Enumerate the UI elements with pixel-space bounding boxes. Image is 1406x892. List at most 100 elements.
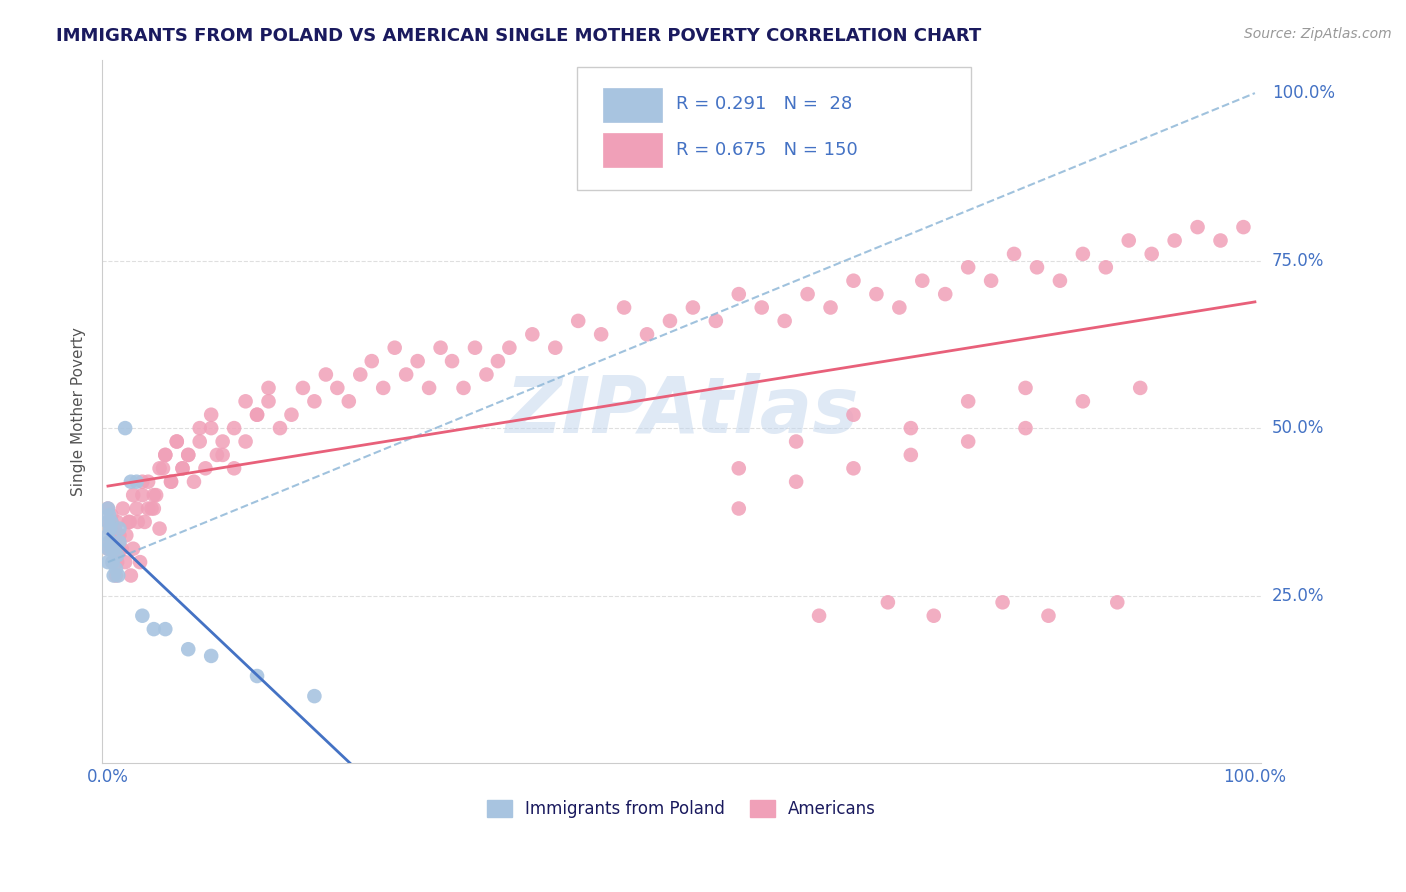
Point bbox=[166, 434, 188, 449]
Point bbox=[1163, 234, 1185, 248]
Point bbox=[103, 528, 125, 542]
Point bbox=[98, 508, 121, 523]
Point bbox=[475, 368, 498, 382]
Point bbox=[104, 568, 127, 582]
Point bbox=[337, 394, 360, 409]
Point bbox=[141, 501, 163, 516]
Point bbox=[97, 501, 120, 516]
Legend: Immigrants from Poland, Americans: Immigrants from Poland, Americans bbox=[479, 794, 883, 825]
Point bbox=[613, 301, 636, 315]
Point bbox=[108, 535, 131, 549]
Point bbox=[957, 394, 980, 409]
Point bbox=[211, 448, 233, 462]
Point bbox=[97, 528, 120, 542]
Point bbox=[224, 421, 246, 435]
Point bbox=[235, 394, 257, 409]
Point bbox=[842, 408, 865, 422]
Point bbox=[257, 394, 280, 409]
Point bbox=[395, 368, 418, 382]
Point bbox=[727, 501, 749, 516]
Point bbox=[304, 689, 326, 703]
Point bbox=[97, 515, 120, 529]
Point bbox=[326, 381, 349, 395]
Point bbox=[142, 622, 165, 636]
Point bbox=[105, 555, 128, 569]
Point bbox=[200, 648, 222, 663]
Point bbox=[1118, 234, 1140, 248]
FancyBboxPatch shape bbox=[603, 87, 662, 121]
Point bbox=[183, 475, 205, 489]
Point bbox=[145, 488, 167, 502]
Point bbox=[115, 528, 138, 542]
Point bbox=[172, 461, 194, 475]
Point bbox=[441, 354, 464, 368]
Point bbox=[98, 535, 121, 549]
Point bbox=[160, 475, 183, 489]
Point bbox=[129, 555, 152, 569]
Point bbox=[97, 501, 120, 516]
Point bbox=[155, 448, 177, 462]
Point bbox=[97, 541, 120, 556]
Point bbox=[107, 568, 129, 582]
Point bbox=[98, 522, 121, 536]
Point bbox=[97, 555, 120, 569]
Point bbox=[1014, 421, 1036, 435]
Point bbox=[160, 475, 183, 489]
Point bbox=[98, 535, 121, 549]
Point bbox=[453, 381, 475, 395]
Point bbox=[103, 541, 125, 556]
Point bbox=[418, 381, 440, 395]
Point bbox=[108, 522, 131, 536]
Point bbox=[172, 461, 194, 475]
Point bbox=[177, 448, 200, 462]
Point bbox=[900, 448, 922, 462]
Point bbox=[1014, 381, 1036, 395]
Point bbox=[1002, 247, 1025, 261]
Point bbox=[544, 341, 567, 355]
Point bbox=[134, 515, 156, 529]
Point bbox=[97, 515, 120, 529]
Point bbox=[349, 368, 371, 382]
Point bbox=[704, 314, 727, 328]
Point bbox=[194, 461, 217, 475]
Point bbox=[166, 434, 188, 449]
Point bbox=[727, 287, 749, 301]
Point bbox=[384, 341, 406, 355]
Point bbox=[105, 549, 128, 563]
Point bbox=[111, 501, 134, 516]
Point bbox=[591, 327, 613, 342]
Point bbox=[152, 461, 174, 475]
Point bbox=[131, 608, 153, 623]
Point bbox=[136, 501, 159, 516]
Point bbox=[120, 568, 142, 582]
Text: 25.0%: 25.0% bbox=[1272, 587, 1324, 605]
Point bbox=[104, 522, 127, 536]
Point bbox=[177, 642, 200, 657]
Point bbox=[200, 408, 222, 422]
Point bbox=[114, 555, 136, 569]
Text: Source: ZipAtlas.com: Source: ZipAtlas.com bbox=[1244, 27, 1392, 41]
Point bbox=[785, 434, 807, 449]
Point bbox=[120, 475, 142, 489]
Point bbox=[785, 475, 807, 489]
Point bbox=[101, 555, 124, 569]
Point bbox=[211, 434, 233, 449]
Point bbox=[205, 448, 228, 462]
Point bbox=[429, 341, 451, 355]
Point bbox=[406, 354, 429, 368]
Point bbox=[188, 421, 211, 435]
Point bbox=[464, 341, 486, 355]
Point bbox=[108, 541, 131, 556]
Text: 100.0%: 100.0% bbox=[1272, 84, 1334, 102]
Point bbox=[796, 287, 818, 301]
Point bbox=[269, 421, 291, 435]
Point bbox=[1140, 247, 1163, 261]
Point bbox=[922, 608, 945, 623]
Point bbox=[842, 461, 865, 475]
Point bbox=[155, 448, 177, 462]
Text: IMMIGRANTS FROM POLAND VS AMERICAN SINGLE MOTHER POVERTY CORRELATION CHART: IMMIGRANTS FROM POLAND VS AMERICAN SINGL… bbox=[56, 27, 981, 45]
Point bbox=[103, 568, 125, 582]
Point bbox=[100, 541, 122, 556]
Point bbox=[104, 562, 127, 576]
Point bbox=[360, 354, 382, 368]
